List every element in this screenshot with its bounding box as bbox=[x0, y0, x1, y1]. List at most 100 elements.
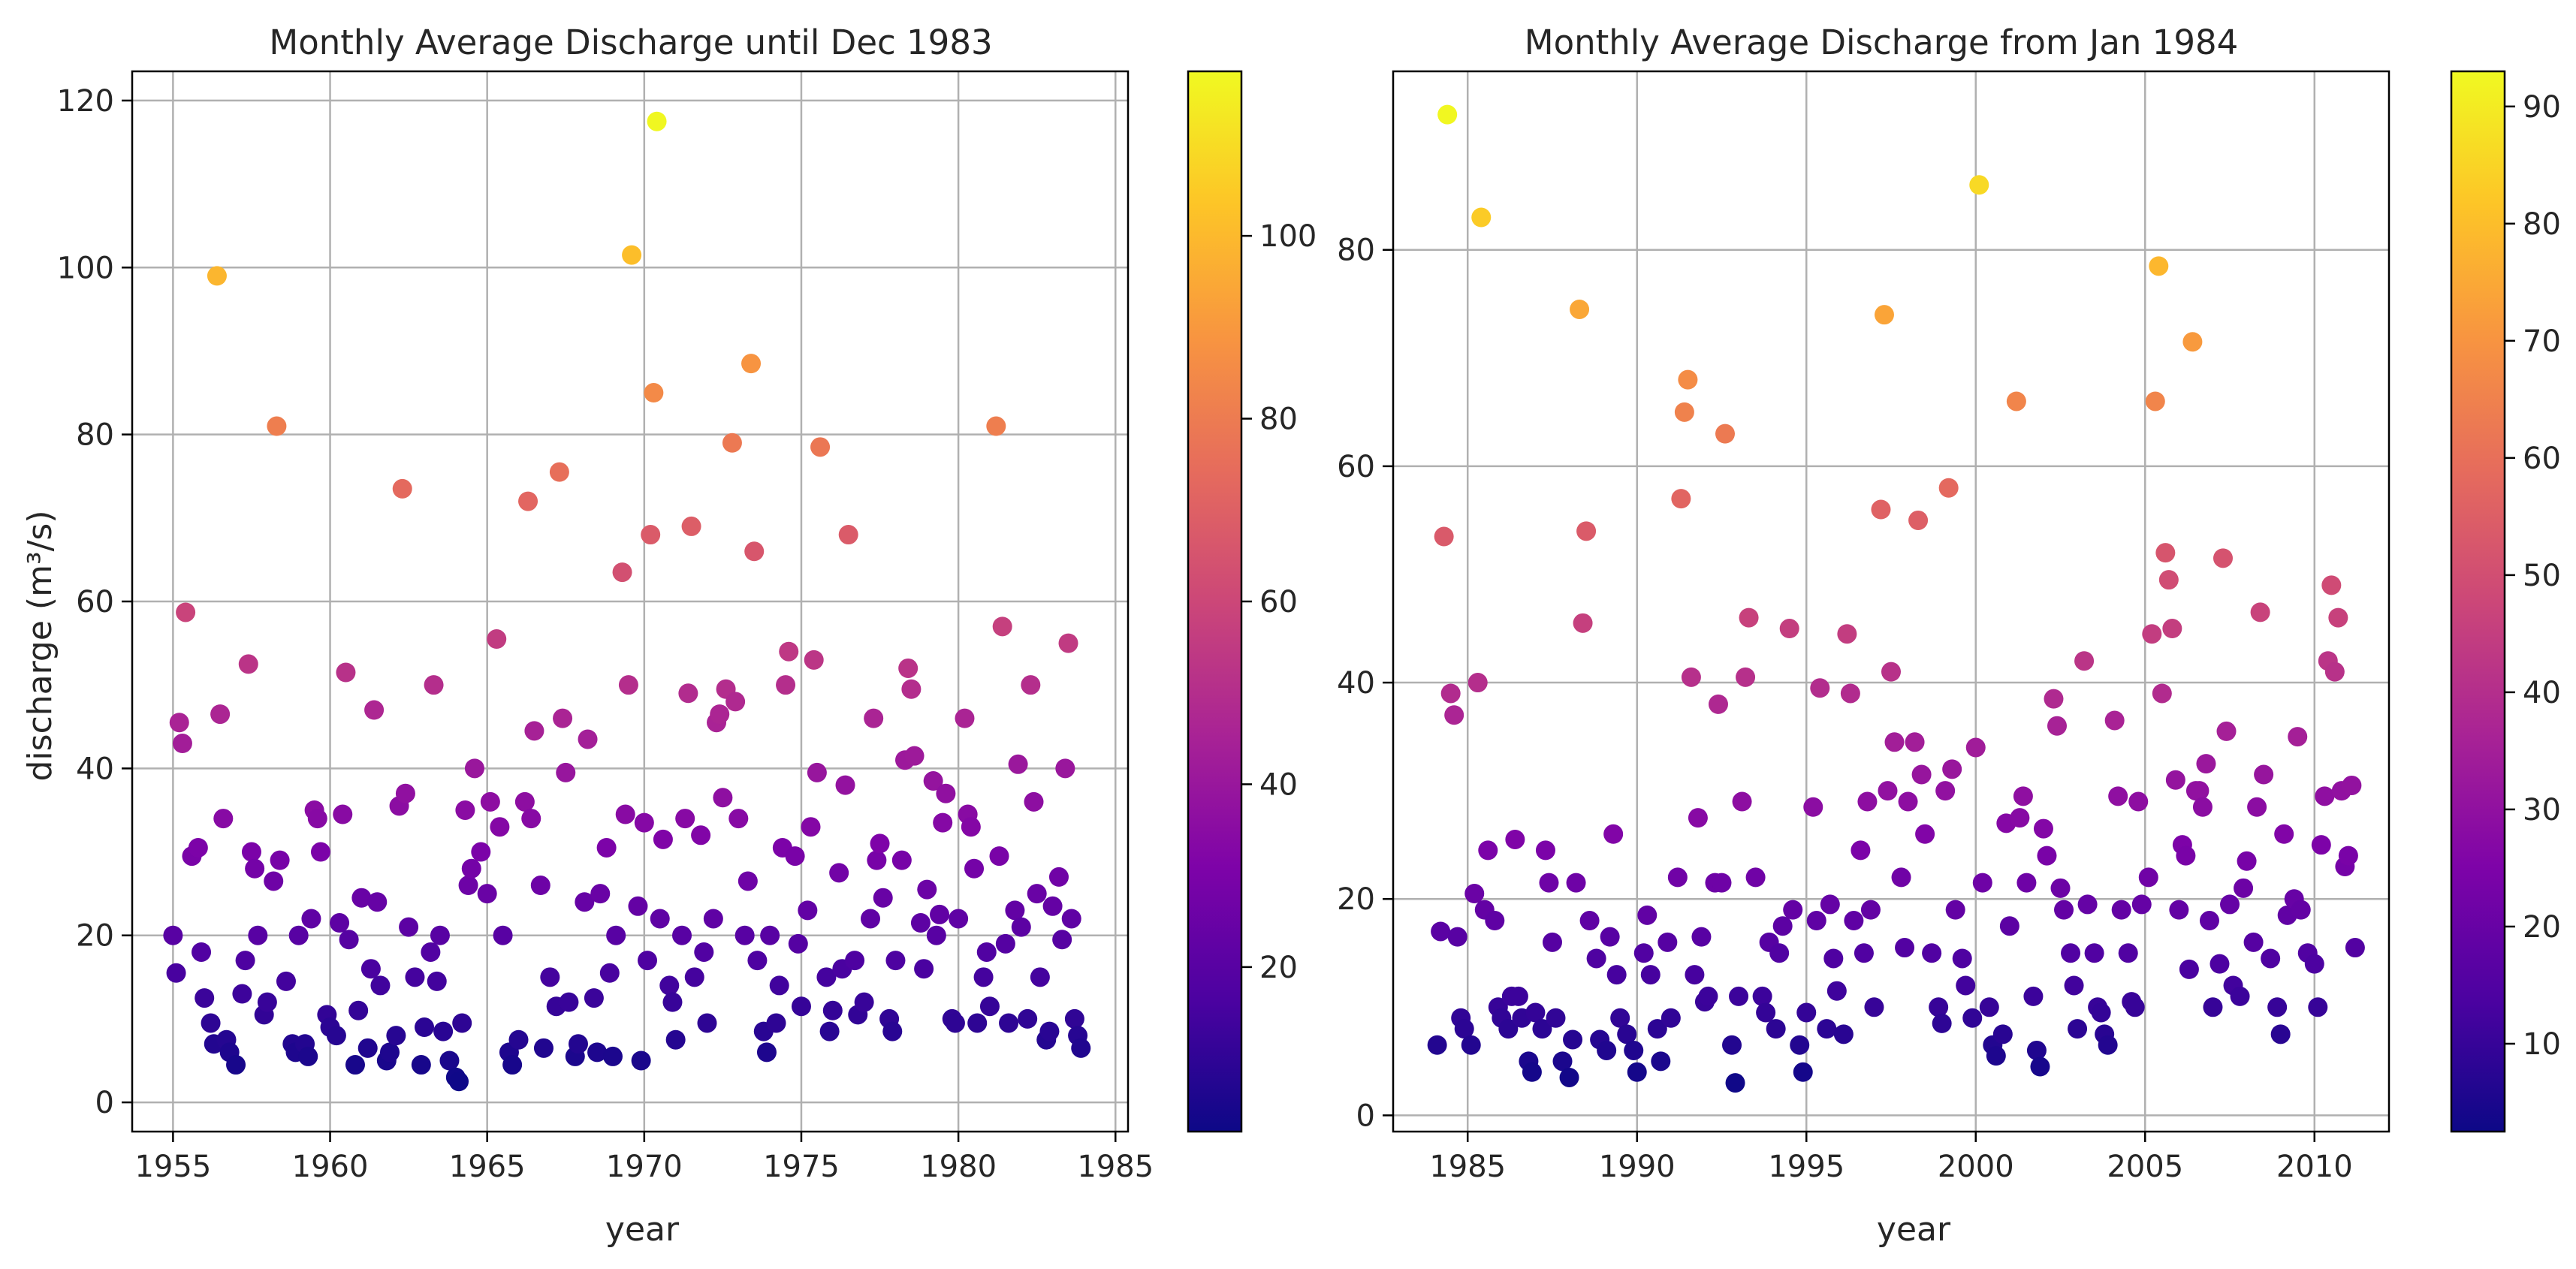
data-point bbox=[1688, 808, 1708, 828]
data-point bbox=[904, 746, 925, 766]
data-point bbox=[2050, 878, 2071, 898]
data-point bbox=[964, 858, 985, 879]
data-point bbox=[1756, 1002, 1776, 1023]
colorbar-tick-label: 20 bbox=[2523, 910, 2561, 945]
data-point bbox=[622, 245, 642, 265]
data-point bbox=[172, 734, 192, 754]
data-point bbox=[471, 842, 491, 862]
data-point bbox=[257, 992, 277, 1012]
colorbar-tick-label: 20 bbox=[1259, 951, 1298, 985]
data-point bbox=[2216, 721, 2237, 741]
data-point bbox=[2261, 948, 2281, 969]
data-point bbox=[364, 700, 385, 720]
axis-ticks-left: 1955 1960 1965 1970 1975 1980 1985 0 20 40 60 80 100… bbox=[57, 84, 1154, 1184]
data-point bbox=[1505, 829, 1525, 849]
data-point bbox=[1610, 1008, 1630, 1028]
data-point bbox=[464, 758, 484, 779]
data-point bbox=[514, 791, 535, 812]
data-point bbox=[2254, 764, 2274, 785]
data-point bbox=[2176, 845, 2196, 866]
scatter-points-left bbox=[163, 111, 1091, 1092]
data-point bbox=[1715, 424, 1735, 444]
y-tick-label: 0 bbox=[95, 1086, 114, 1120]
x-tick-label: 1995 bbox=[1768, 1150, 1845, 1184]
data-point bbox=[788, 933, 808, 954]
data-point bbox=[1600, 927, 1620, 947]
data-point bbox=[2203, 997, 2223, 1017]
data-point bbox=[659, 975, 680, 996]
data-point bbox=[710, 704, 730, 725]
data-point bbox=[1071, 1038, 1091, 1058]
data-point bbox=[694, 942, 714, 962]
data-point bbox=[245, 858, 265, 879]
data-point bbox=[1454, 1019, 1474, 1039]
data-point bbox=[644, 383, 664, 403]
data-point bbox=[1823, 948, 1844, 969]
data-point bbox=[392, 478, 412, 499]
data-point bbox=[1058, 633, 1078, 653]
data-point bbox=[1840, 683, 1860, 704]
data-point bbox=[367, 892, 388, 912]
data-point bbox=[1661, 1008, 1681, 1028]
data-point bbox=[1783, 900, 1803, 920]
data-point bbox=[1471, 207, 1492, 228]
data-point bbox=[166, 963, 186, 983]
data-point bbox=[2291, 900, 2311, 920]
data-point bbox=[2179, 959, 2199, 979]
data-point bbox=[1891, 867, 1911, 888]
x-tick-label: 2005 bbox=[2107, 1150, 2183, 1184]
data-point bbox=[2047, 716, 2067, 736]
data-point bbox=[2098, 1035, 2118, 1055]
data-point bbox=[439, 1050, 460, 1071]
colorbar-tick-label: 60 bbox=[2523, 442, 2561, 476]
data-point bbox=[1745, 867, 1766, 888]
data-point bbox=[1005, 900, 1025, 921]
data-point bbox=[967, 1013, 988, 1033]
data-point bbox=[653, 829, 673, 849]
data-point bbox=[606, 925, 626, 945]
data-point bbox=[2138, 867, 2158, 888]
data-point bbox=[1667, 867, 1688, 888]
data-point bbox=[301, 909, 321, 929]
x-tick-label: 2010 bbox=[2276, 1150, 2353, 1184]
data-point bbox=[1024, 791, 1044, 812]
data-point bbox=[807, 762, 827, 782]
data-point bbox=[1905, 732, 1925, 752]
data-point bbox=[1739, 607, 1759, 628]
data-point bbox=[618, 675, 638, 695]
y-tick-label: 40 bbox=[76, 752, 114, 786]
data-point bbox=[307, 809, 327, 829]
data-point bbox=[738, 871, 758, 891]
data-point bbox=[1011, 917, 1031, 937]
data-point bbox=[1678, 369, 1698, 390]
data-point bbox=[2006, 391, 2026, 411]
data-point bbox=[1566, 873, 1586, 893]
data-point bbox=[2182, 332, 2203, 352]
data-point bbox=[2247, 797, 2267, 817]
data-point bbox=[1790, 1035, 1810, 1055]
data-point bbox=[1911, 764, 1932, 785]
y-tick-label: 60 bbox=[76, 585, 114, 619]
data-point bbox=[2267, 997, 2288, 1017]
data-point bbox=[650, 909, 670, 929]
data-point bbox=[1817, 1019, 1837, 1039]
data-point bbox=[578, 729, 598, 749]
data-point bbox=[210, 704, 231, 725]
data-point bbox=[641, 525, 661, 545]
data-point bbox=[524, 721, 544, 741]
data-point bbox=[424, 675, 444, 695]
data-point bbox=[801, 817, 821, 837]
data-point bbox=[1570, 299, 1590, 319]
data-point bbox=[1729, 986, 1749, 1006]
y-tick-label: 120 bbox=[57, 84, 114, 119]
data-point bbox=[628, 896, 648, 916]
data-point bbox=[631, 1050, 651, 1071]
data-point bbox=[399, 917, 419, 937]
data-point bbox=[590, 884, 611, 904]
data-point bbox=[665, 1029, 686, 1050]
data-point bbox=[1874, 305, 1894, 325]
data-point bbox=[779, 641, 799, 662]
y-axis-label-left: discharge (m³/s) bbox=[21, 510, 59, 781]
data-point bbox=[348, 1000, 369, 1020]
data-point bbox=[2013, 786, 2033, 806]
